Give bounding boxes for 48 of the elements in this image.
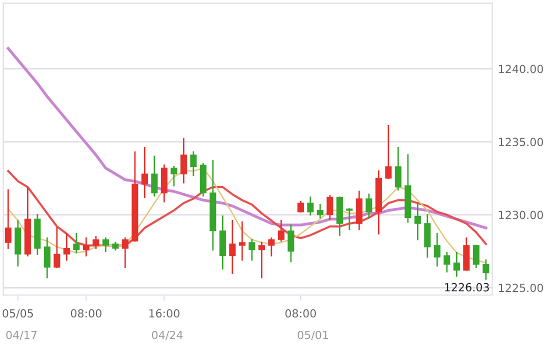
candlestick [82, 237, 90, 256]
annotation: 1226.03 [445, 283, 489, 292]
x-tick-label: 08:00 [285, 309, 316, 318]
candlestick [238, 221, 246, 261]
candlestick [434, 233, 440, 267]
x-tick-label: 05/05 [2, 309, 33, 318]
candlestick [54, 227, 60, 268]
candlestick [366, 194, 372, 218]
candlestick [444, 252, 450, 272]
candlestick [151, 156, 158, 196]
candlestick [346, 208, 353, 230]
candlestick [288, 224, 294, 262]
candlestick [268, 237, 275, 256]
candlestick [326, 195, 334, 220]
x-tick-label: 16:00 [149, 309, 180, 318]
candlestick [307, 196, 314, 216]
candlestick [394, 146, 402, 191]
candlestick [297, 200, 304, 213]
candlestick [44, 237, 50, 278]
candlestick [482, 259, 490, 280]
text: 04/17 [6, 330, 37, 340]
candlestick [4, 189, 12, 250]
candlestick [92, 236, 100, 250]
candlestick [180, 138, 187, 184]
candlestick [122, 237, 128, 268]
candlestick [472, 244, 480, 268]
candlestick [248, 238, 256, 261]
candlestick [102, 237, 109, 252]
candlestick [414, 202, 421, 240]
y-tick-label: 1225.00 [499, 284, 544, 292]
candlestick [278, 220, 284, 242]
candlestick [229, 220, 236, 274]
candlestick [316, 204, 324, 218]
candlestick [73, 233, 80, 254]
candlestick [63, 233, 70, 261]
candlestick [141, 146, 148, 198]
x-tick-label: 08:00 [70, 309, 102, 318]
y-tick-label: 1235.00 [499, 138, 544, 146]
candlestick [258, 242, 265, 278]
candlestick [170, 166, 178, 186]
candlestick [190, 151, 197, 176]
candlestick [424, 214, 431, 258]
y-tick-label: 1230.00 [499, 210, 544, 220]
y-tick-label: 1240.00 [499, 64, 544, 74]
candlestick [385, 125, 392, 179]
text: 05/01 [298, 330, 328, 340]
candlestick [453, 252, 460, 277]
text: 04/24 [152, 330, 183, 340]
